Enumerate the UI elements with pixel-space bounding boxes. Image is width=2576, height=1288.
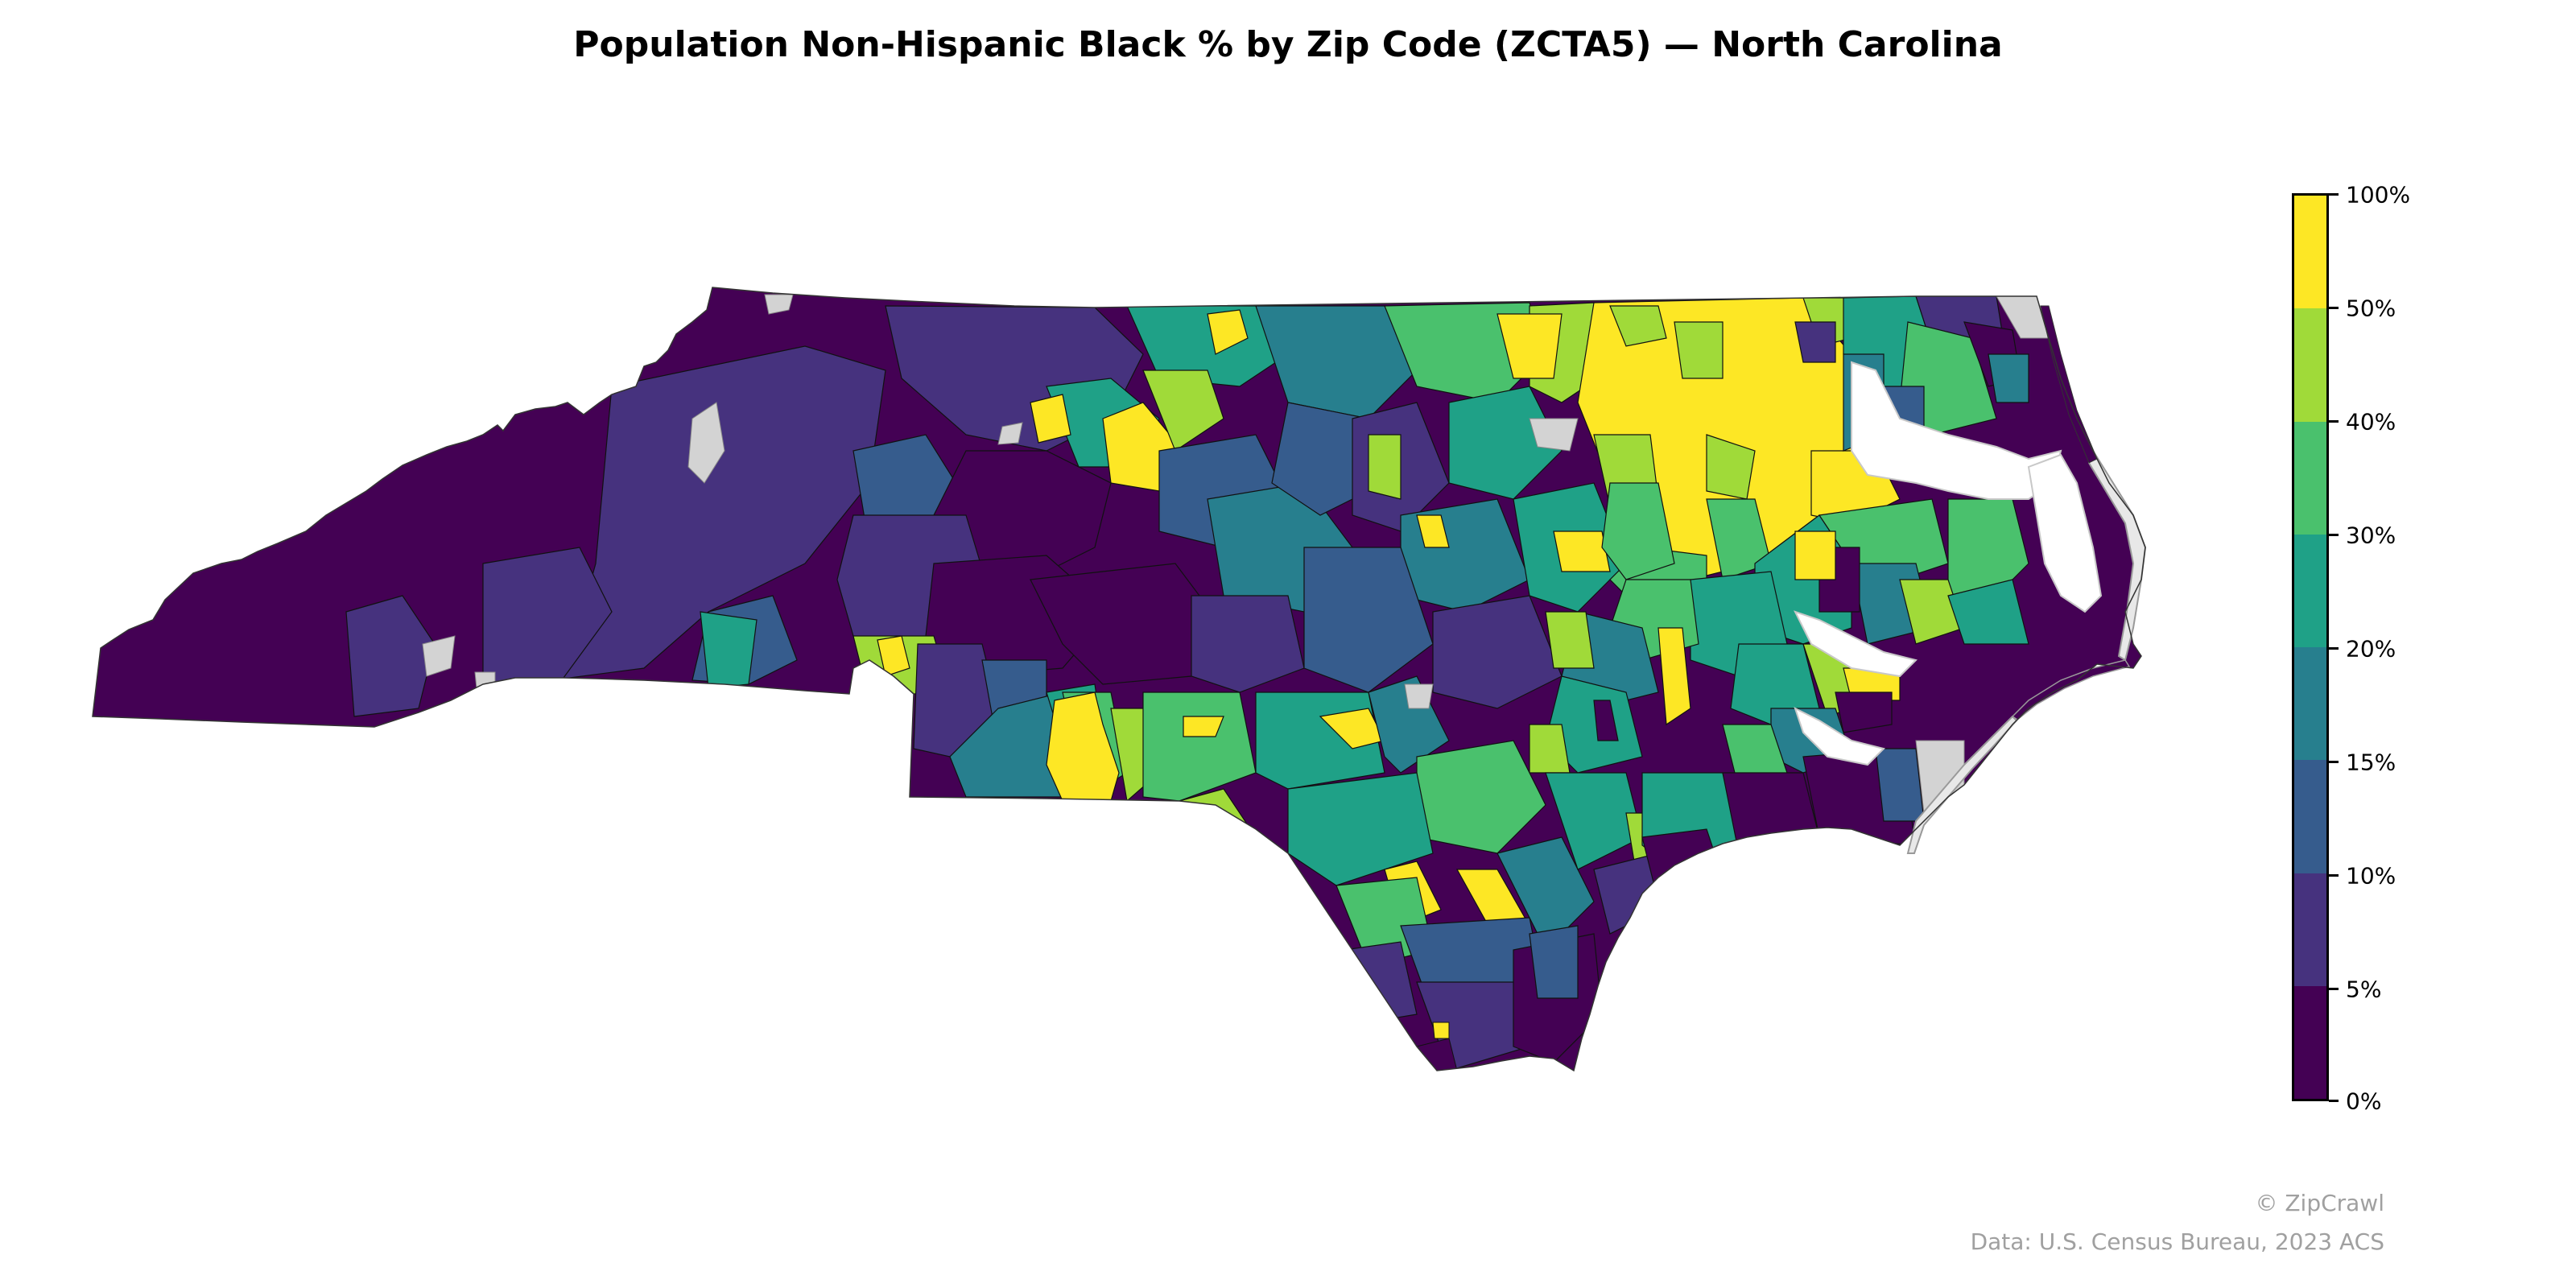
colorbar-label-40: 40% bbox=[2346, 408, 2396, 436]
colorbar-tick bbox=[2329, 420, 2339, 423]
data-source-credit: Data: U.S. Census Bureau, 2023 ACS bbox=[1970, 1228, 2384, 1255]
colorbar-label-30: 30% bbox=[2346, 522, 2396, 549]
colorbar-segment-0-5 bbox=[2294, 985, 2326, 1099]
colorbar-tick bbox=[2329, 761, 2339, 763]
colorbar-label-0: 0% bbox=[2346, 1088, 2382, 1115]
colorbar-label-20: 20% bbox=[2346, 635, 2396, 663]
colorbar-label-100: 100% bbox=[2346, 181, 2411, 208]
colorbar-segment-5-10 bbox=[2294, 873, 2326, 986]
colorbar-segment-20-30 bbox=[2294, 534, 2326, 647]
colorbar-tick bbox=[2329, 1100, 2339, 1102]
colorbar-label-50: 50% bbox=[2346, 295, 2396, 322]
nc-state-outline bbox=[92, 287, 2146, 1072]
sounds-water bbox=[1794, 361, 2103, 766]
colorbar-tick bbox=[2329, 647, 2339, 650]
colorbar-segment-30-40 bbox=[2294, 421, 2326, 535]
colorbar-tick bbox=[2329, 307, 2339, 309]
colorbar-tick bbox=[2329, 534, 2339, 536]
colorbar bbox=[2292, 193, 2329, 1101]
colorbar-label-10: 10% bbox=[2346, 862, 2396, 890]
colorbar-segment-15-20 bbox=[2294, 647, 2326, 761]
colorbar-tick bbox=[2329, 988, 2339, 990]
colorbar-tick bbox=[2329, 193, 2339, 196]
colorbar-tick bbox=[2329, 874, 2339, 877]
colorbar-label-15: 15% bbox=[2346, 749, 2396, 776]
colorbar-segment-10-15 bbox=[2294, 760, 2326, 873]
zcta-regions bbox=[93, 287, 2145, 1071]
chart-title: Population Non-Hispanic Black % by Zip C… bbox=[573, 24, 2003, 65]
colorbar-label-5: 5% bbox=[2346, 976, 2382, 1003]
colorbar-segment-50-100 bbox=[2294, 196, 2326, 309]
colorbar-segment-40-50 bbox=[2294, 308, 2326, 422]
copyright-credit: © ZipCrawl bbox=[2255, 1190, 2384, 1216]
